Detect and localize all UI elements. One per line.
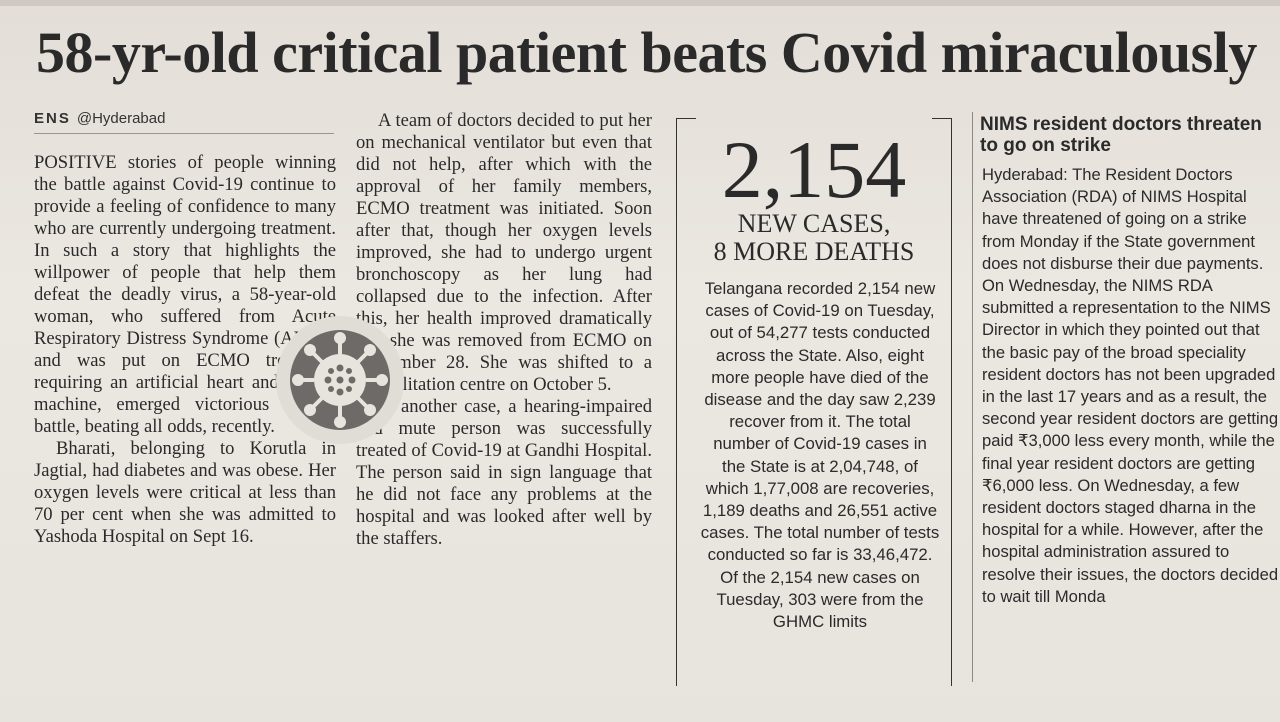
article-column-2: A team of doctors decided to put her on … [356,110,652,550]
stat-box [676,118,952,686]
stat-subtitle: NEW CASES, 8 MORE DEATHS [676,210,952,266]
byline-agency: ENS [34,110,71,127]
stat-box-right-bracket [932,118,952,686]
article-paragraph: A team of doctors decided to put her on … [356,110,652,395]
stat-box-left-bracket [676,118,696,686]
article-paragraph: POSITIVE stories of people winning the b… [34,152,336,437]
sidebar-text: Hyderabad: The Resident Doctors Associat… [982,165,1279,606]
stat-text: Telangana recorded 2,154 new cases of Co… [700,279,940,632]
virus-icon [276,316,404,444]
article-paragraph: Bharati, belonging to Korutla in Jagtial… [34,438,336,547]
stat-subtitle-line-2: 8 MORE DEATHS [713,237,915,266]
article-paragraph: In another case, a hearing-impaired and … [356,396,652,549]
stat-subtitle-line-1: NEW CASES, [737,209,891,238]
headline: 58-yr-old critical patient beats Covid m… [36,20,1257,85]
page-edge [0,0,1280,6]
sidebar-headline: NIMS resident doctors threaten to go on … [980,114,1262,156]
column-divider [972,112,973,682]
stat-number: 2,154 [721,124,907,215]
byline: ENS @Hyderabad [34,110,334,134]
article-column-1: POSITIVE stories of people winning the b… [34,152,336,548]
byline-location: @Hyderabad [76,110,166,127]
